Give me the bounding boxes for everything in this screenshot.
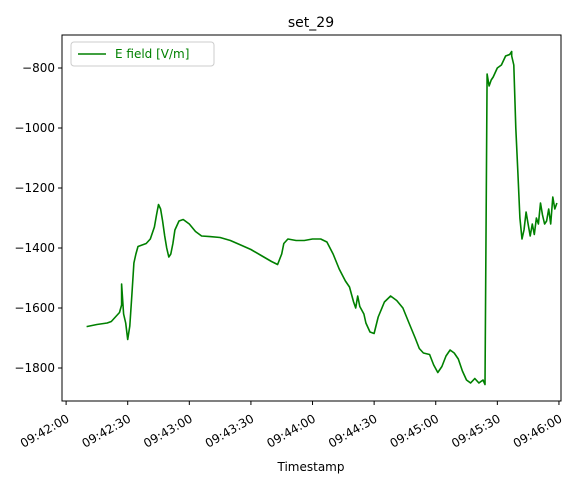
x-tick-label: 09:44:30: [326, 411, 380, 450]
x-tick-label: 09:42:30: [80, 411, 134, 450]
y-tick-label: −1600: [14, 301, 55, 315]
legend: E field [V/m]: [70, 41, 215, 67]
y-tick-label: −1400: [14, 241, 55, 255]
y-axis: −800 −1000 −1200 −1400 −1600 −1800: [14, 61, 62, 375]
series-line-0: [86, 50, 558, 386]
x-tick-label: 09:46:00: [511, 411, 565, 450]
x-tick-label: 09:43:30: [203, 411, 257, 450]
x-tick-label: 09:43:00: [141, 411, 195, 450]
x-axis-label: Timestamp: [277, 460, 345, 474]
legend-box: [70, 41, 215, 67]
x-tick-label: 09:42:00: [18, 411, 72, 450]
plot-area: [86, 50, 558, 386]
x-tick-label: 09:44:00: [264, 411, 318, 450]
x-axis: 09:42:00 09:42:30 09:43:00 09:43:30 09:44:00…: [18, 401, 565, 451]
axes-frame: [61, 34, 562, 402]
x-tick-label: 09:45:00: [388, 411, 442, 450]
x-tick-label: 09:45:30: [449, 411, 503, 450]
y-tick-label: −1000: [14, 121, 55, 135]
legend-label: E field [V/m]: [115, 47, 189, 61]
chart-title: set_29: [288, 15, 334, 31]
y-tick-label: −1800: [14, 361, 55, 375]
y-tick-label: −1200: [14, 181, 55, 195]
y-tick-label: −800: [22, 61, 55, 75]
